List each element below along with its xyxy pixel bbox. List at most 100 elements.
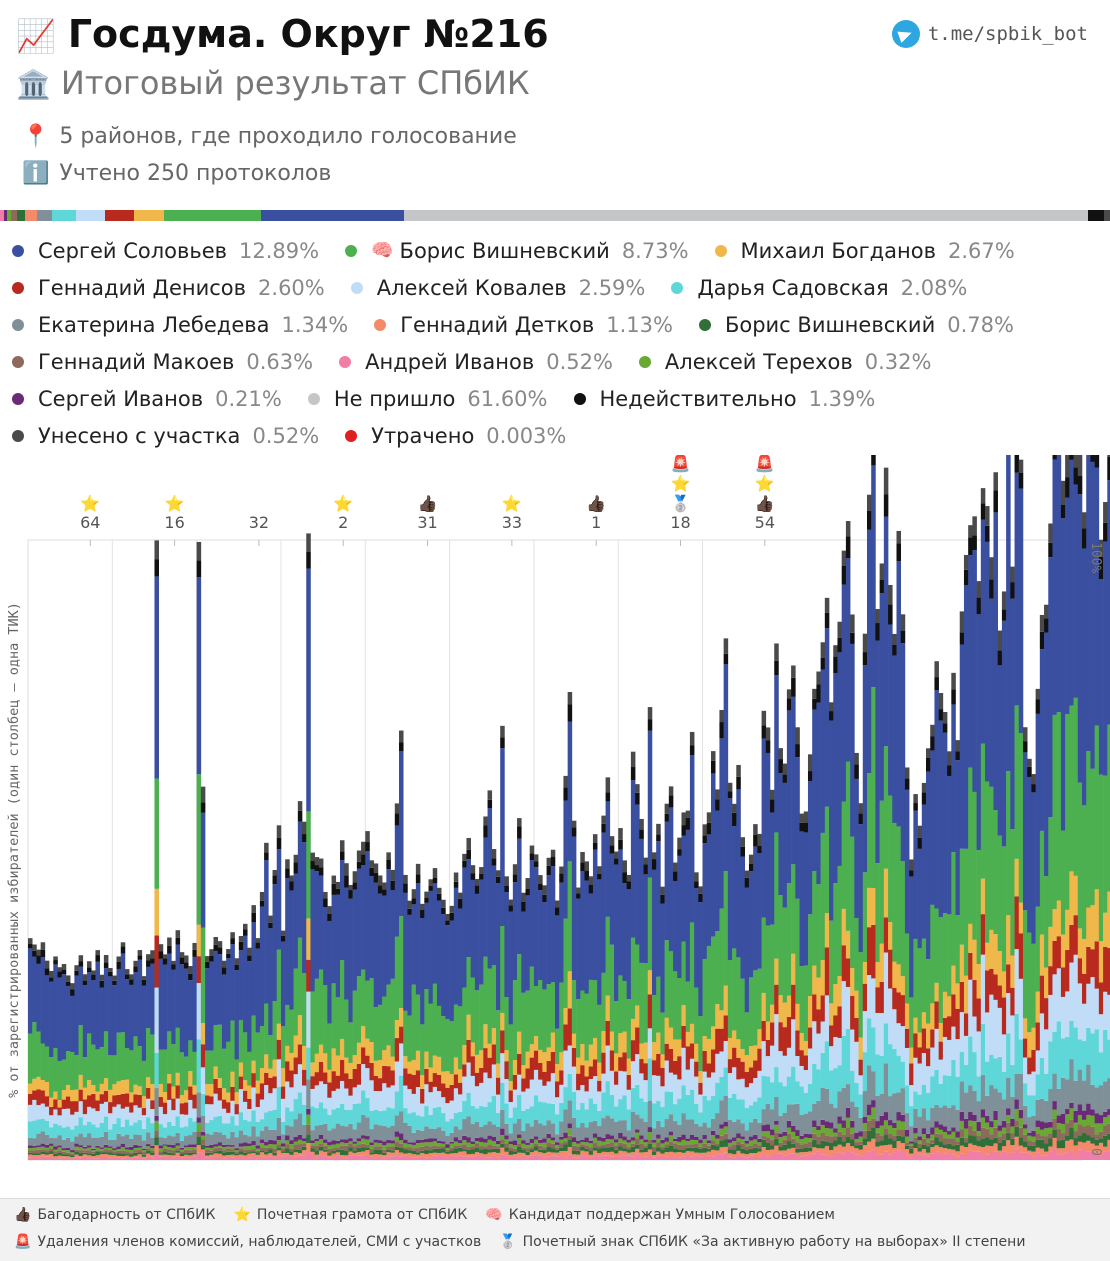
bar-segment: [668, 1091, 674, 1115]
bar-segment: [150, 1155, 155, 1158]
bar: [1048, 523, 1053, 1160]
bar-segment: [280, 1152, 286, 1157]
bar-segment: [1044, 876, 1049, 968]
bar-segment: [36, 1155, 41, 1158]
bar-segment: [82, 1087, 88, 1100]
bar-segment: [1073, 954, 1079, 1028]
bar-segment: [226, 958, 231, 1042]
bar-segment: [525, 1154, 531, 1158]
bar-segment: [1044, 1143, 1049, 1152]
bar-segment: [243, 929, 248, 936]
bar-segment: [1010, 1064, 1015, 1097]
bar-segment: [748, 1155, 754, 1160]
bar-segment: [259, 1142, 265, 1148]
bar-segment: [643, 1156, 649, 1160]
bar-segment: [120, 1153, 126, 1157]
bar-segment: [753, 1157, 758, 1160]
bar-segment: [736, 1039, 741, 1058]
bar-segment: [369, 1154, 375, 1157]
bar-segment: [959, 1129, 965, 1138]
bar-segment: [757, 1142, 762, 1146]
bar-segment: [500, 737, 505, 749]
bar-segment: [53, 1153, 58, 1157]
bar-segment: [40, 1043, 46, 1081]
bar-segment: [70, 1051, 75, 1091]
bar: [352, 871, 358, 1160]
bar-segment: [365, 1150, 370, 1155]
bar-segment: [723, 1067, 729, 1096]
bar-segment: [264, 860, 269, 1004]
bar-segment: [719, 1028, 724, 1052]
bar-segment: [196, 1145, 202, 1153]
bar-segment: [989, 598, 994, 787]
bar-segment: [74, 1143, 79, 1147]
bar-segment: [217, 954, 223, 1025]
bar-segment: [78, 1147, 84, 1151]
bar-segment: [415, 994, 421, 1051]
bar-segment: [913, 1154, 918, 1160]
bar-segment: [807, 1141, 813, 1148]
bar-segment: [917, 1116, 923, 1137]
telegram-link[interactable]: t.me/spbik_bot: [891, 20, 1088, 48]
bar-segment: [487, 1144, 493, 1150]
bar-segment: [525, 878, 531, 889]
bar-segment: [133, 1134, 138, 1145]
stripe-segment: [1104, 210, 1110, 221]
bar-segment: [495, 1140, 501, 1145]
bar-segment: [664, 821, 670, 941]
bar-segment: [786, 1076, 792, 1105]
bar-segment: [188, 1099, 193, 1119]
bar-segment: [1082, 528, 1087, 549]
bar-segment: [883, 1063, 889, 1113]
bar-segment: [715, 1150, 720, 1155]
bar-segment: [512, 874, 518, 883]
bar-segment: [993, 490, 998, 513]
bar-segment: [909, 1148, 914, 1154]
bar-segment: [512, 1107, 518, 1124]
bar: [757, 833, 762, 1160]
bar-segment: [993, 1088, 998, 1111]
bar-segment: [474, 1152, 480, 1156]
bar-segment: [82, 974, 88, 981]
bar-segment: [1044, 1029, 1049, 1074]
bar: [495, 870, 501, 1160]
bar-segment: [833, 984, 838, 1016]
bar-segment: [761, 1131, 767, 1137]
bar-segment: [651, 1060, 657, 1076]
bar-segment: [668, 786, 674, 796]
bar-segment: [200, 1149, 206, 1155]
bar-segment: [394, 1142, 400, 1147]
bar-segment: [803, 1055, 809, 1071]
bar-segment: [221, 1088, 227, 1100]
bar-segment: [124, 1048, 130, 1080]
bar-segment: [812, 1021, 817, 1064]
bar-segment: [268, 1156, 273, 1160]
bar-segment: [1018, 978, 1024, 1040]
bar-segment: [761, 1041, 767, 1077]
bar-segment: [521, 892, 526, 902]
bar-segment: [685, 1069, 691, 1095]
bar: [854, 752, 859, 1160]
bar-segment: [1090, 455, 1095, 462]
bar-segment: [183, 1147, 189, 1150]
bar-segment: [112, 1155, 117, 1158]
bar-segment: [314, 1150, 320, 1155]
bar: [306, 533, 311, 1160]
bar-segment: [162, 1127, 168, 1138]
tik-mark-icon: 👍🏿: [755, 494, 775, 513]
bar-segment: [162, 1154, 168, 1157]
bar: [799, 813, 805, 1160]
bar-segment: [685, 1151, 691, 1155]
bar-segment: [365, 1139, 370, 1145]
bar-segment: [259, 1130, 265, 1140]
bar-segment: [732, 1144, 737, 1150]
bar-segment: [445, 1103, 450, 1122]
bar-segment: [938, 1059, 944, 1084]
bar-segment: [1065, 1036, 1070, 1080]
bar-segment: [850, 1146, 855, 1153]
bar-segment: [1044, 998, 1049, 1030]
bar-segment: [689, 1156, 695, 1160]
bar-segment: [70, 1153, 75, 1156]
bar-segment: [432, 1155, 438, 1160]
bar-segment: [470, 977, 476, 1043]
